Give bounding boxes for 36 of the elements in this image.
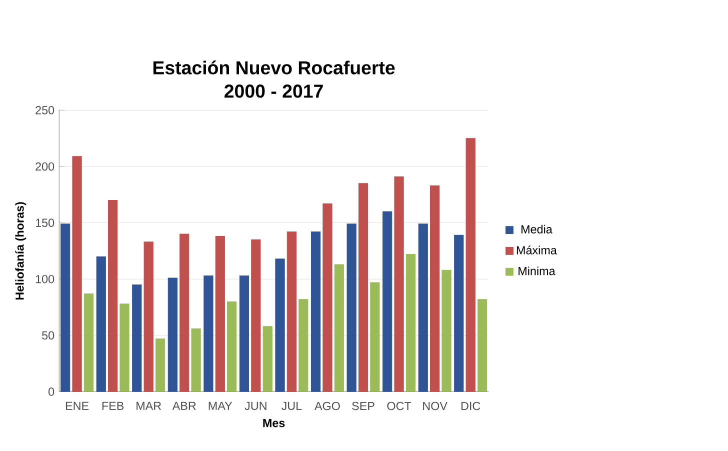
y-tick-label: 200 [36,162,54,171]
y-tick-label: 250 [36,106,54,114]
bar [239,276,250,392]
chart-subtitle: 2000 - 2017 [224,84,323,98]
x-tick-label: MAR [136,402,162,410]
x-tick-label: SEP [352,402,374,410]
x-tick-label: JUL [281,402,302,410]
x-tick-label: OCT [387,402,412,410]
y-tick-label: 100 [36,275,54,284]
bar [346,224,356,392]
y-tick-label: 50 [42,331,54,340]
y-axis-title: Heliofanía (horas) [15,202,26,300]
x-tick-label: JUN [244,402,266,410]
x-tick-label: AGO [314,402,340,410]
bar [275,258,285,392]
bar [382,211,392,392]
bar [168,278,178,392]
bar [418,224,428,392]
x-axis-title: Mes [263,419,285,428]
bar [60,224,70,392]
bar [96,256,106,392]
x-tick-label: ENE [66,402,89,410]
x-tick-label: DIC [461,402,480,410]
y-tick-label: 150 [36,218,54,228]
legend-label: Máxima [516,246,557,254]
x-tick-label: FEB [102,402,124,410]
legend-label: Minima [518,266,556,276]
bar [204,276,214,392]
x-tick-label: MAY [208,402,232,410]
x-tick-label: ABR [172,402,196,410]
chart-title: Estación Nuevo Rocafuerte [153,60,395,74]
bar [132,284,142,392]
bar [310,232,321,392]
legend-label: Media [522,224,552,234]
x-tick-label: NOV [423,402,448,410]
y-tick-label: 0 [48,388,54,396]
